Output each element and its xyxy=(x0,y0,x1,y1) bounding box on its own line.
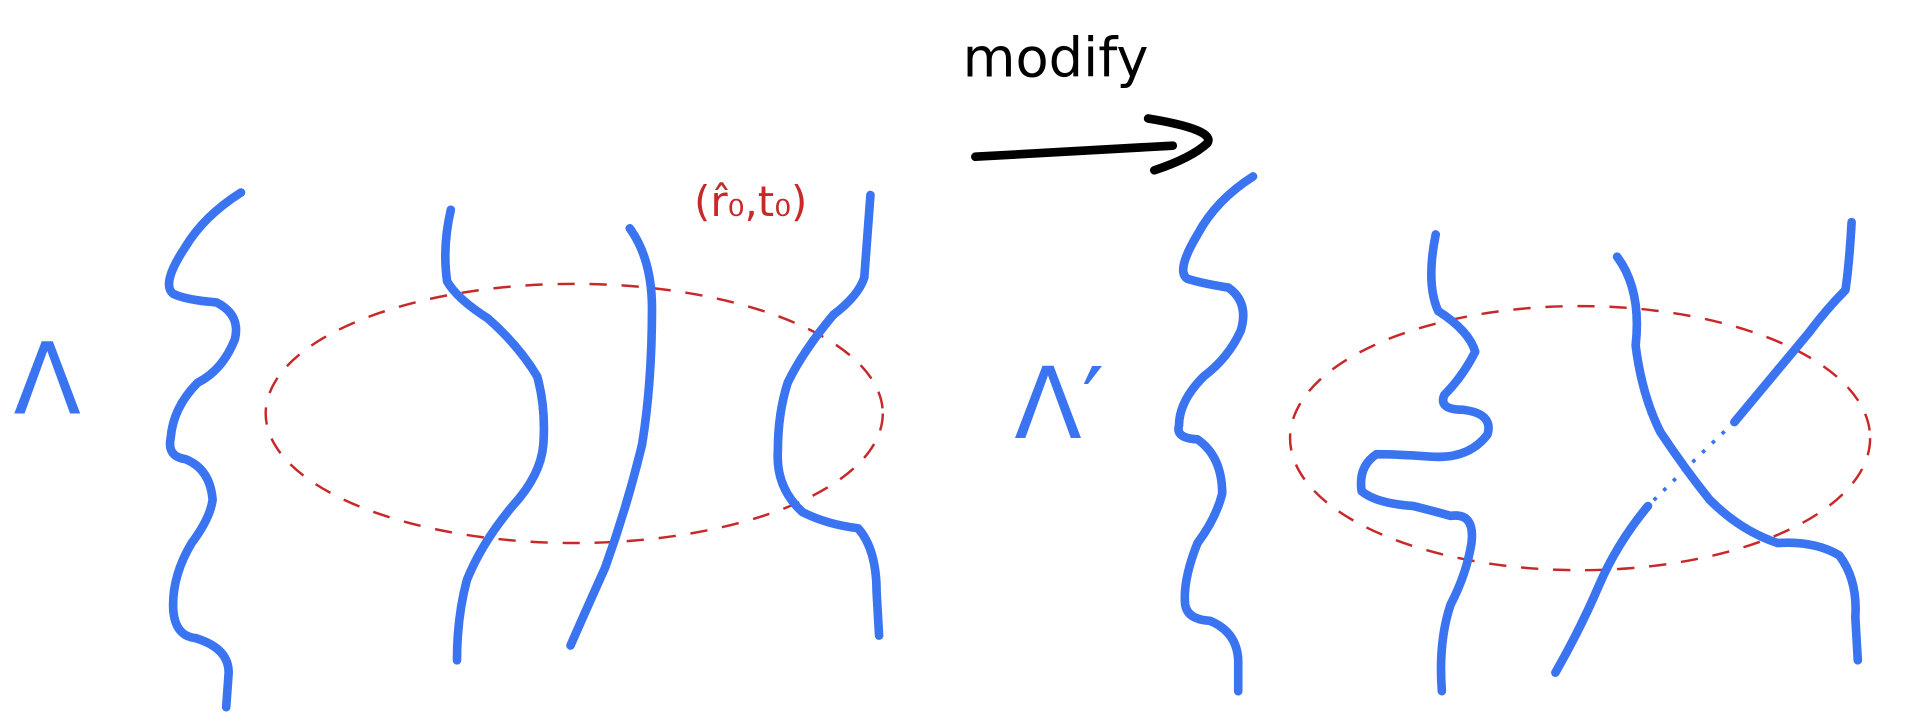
region-boundary xyxy=(264,282,885,545)
strand xyxy=(566,224,657,650)
strand xyxy=(441,205,549,665)
strand xyxy=(1356,230,1493,696)
modify-arrow xyxy=(971,114,1213,175)
brace xyxy=(1174,172,1258,696)
region-boundary xyxy=(1288,304,1872,572)
strand xyxy=(1730,217,1856,427)
strand xyxy=(773,190,884,640)
lambda-prime-label: Λ′ xyxy=(1014,347,1104,462)
strand xyxy=(1612,252,1863,665)
strand xyxy=(1551,501,1653,677)
lambda-label: Λ xyxy=(13,322,81,437)
brace xyxy=(164,188,246,712)
arrow-label: modify xyxy=(963,27,1149,90)
point-label: (r̂₀,t₀) xyxy=(694,177,807,226)
